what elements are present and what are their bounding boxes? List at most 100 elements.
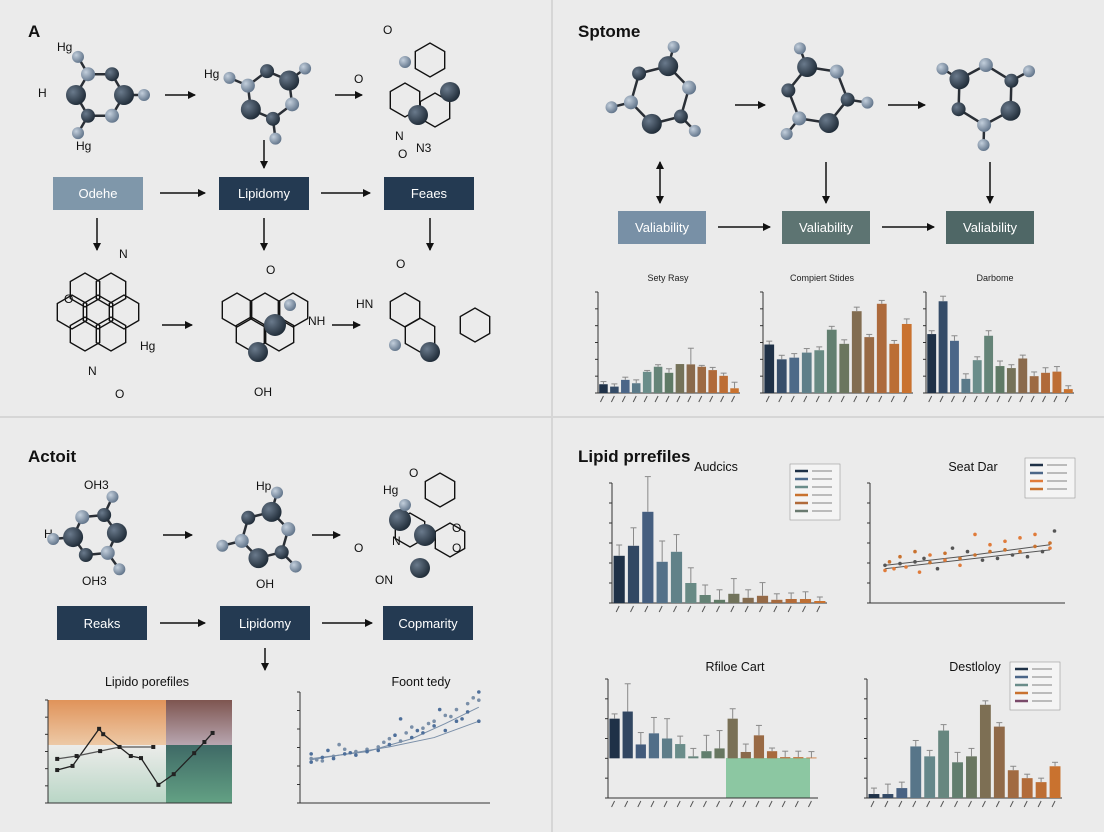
seatdar-point: [935, 566, 940, 571]
destloloy-tick-mark: [926, 800, 931, 808]
seatdar-point: [917, 570, 922, 574]
seatdar-point: [958, 556, 962, 561]
destloloy-bar: [1021, 778, 1033, 798]
atom-light: [389, 339, 401, 351]
atom-dark: [797, 57, 818, 78]
atom-dark: [248, 548, 269, 569]
compiert-tick-mark: [865, 395, 870, 403]
atom-dark: [420, 342, 440, 362]
sety-bar: [599, 384, 608, 393]
chart-title-foont: Foont tedy: [391, 675, 451, 689]
box-feaes-label: Feaes: [411, 186, 448, 201]
atom-light: [138, 89, 150, 101]
sety-tick-mark: [610, 395, 615, 403]
atom-dark: [408, 105, 428, 125]
audcics-tick-mark: [816, 605, 821, 613]
atom-dark: [261, 501, 282, 522]
foont-point: [421, 731, 425, 735]
atom-label: Hg: [383, 483, 398, 497]
seatdar-point: [1033, 532, 1037, 537]
atom-label: H: [44, 527, 53, 541]
darbome-tick-mark: [939, 395, 944, 403]
audcics-bar: [642, 511, 654, 603]
foont-point: [421, 726, 425, 731]
compiert-tick-mark: [853, 395, 858, 403]
atom-dark: [641, 113, 662, 134]
destloloy-bar: [1035, 782, 1047, 798]
sety-bar: [708, 370, 717, 393]
lipido-region-pale: [48, 745, 166, 803]
darbome-tick-mark: [996, 395, 1001, 403]
darbome-bar: [1063, 389, 1073, 393]
lipido-point: [202, 740, 207, 745]
darbome-bar: [1018, 358, 1028, 393]
lipido-point: [139, 756, 144, 761]
lipido-point: [156, 782, 161, 787]
box-odehe: [53, 177, 143, 210]
box-lipidomy-c-label: Lipidomy: [239, 616, 292, 631]
chart-title-seatdar: Seat Dar: [948, 460, 997, 474]
rfiloe-tick-mark: [624, 800, 629, 808]
compiert-bar: [876, 303, 887, 393]
foont-point: [454, 707, 459, 712]
atom-light: [793, 42, 806, 55]
seatdar-point: [913, 560, 917, 564]
audcics-bar: [742, 597, 754, 603]
foont-point: [477, 698, 481, 702]
foont-point: [460, 717, 464, 721]
sety-bar: [686, 364, 696, 393]
compiert-tick-mark: [790, 395, 795, 403]
audcics-bar: [670, 551, 683, 603]
foont-point: [320, 759, 325, 763]
atom-dark: [951, 102, 966, 117]
atom-light: [780, 127, 793, 140]
atom-dark: [106, 522, 127, 543]
destloloy-tick-mark: [898, 800, 903, 808]
seatdar-point: [913, 549, 917, 554]
foont-point: [409, 735, 414, 740]
atom-dark: [78, 548, 93, 563]
audcics-tick-mark: [630, 605, 634, 613]
audcics-tick-mark: [773, 605, 778, 613]
destloloy-tick-mark: [995, 800, 1000, 808]
panel-b-label: Sptome: [578, 22, 640, 41]
atom-label: N: [119, 247, 128, 261]
rfiloe-bar: [806, 757, 817, 759]
audcics-bar: [713, 599, 726, 603]
atom-label: O: [354, 541, 363, 555]
atom-light: [106, 490, 119, 503]
atom-dark: [265, 111, 280, 126]
audcics-tick-mark: [744, 605, 749, 613]
foont-point: [454, 719, 459, 724]
rfiloe-tick-mark: [663, 800, 668, 808]
lipido-point: [210, 730, 215, 735]
rfiloe-bar: [688, 756, 699, 759]
atom-label: N3: [416, 141, 432, 155]
compiert-bar: [901, 323, 912, 393]
rfiloe-bar: [701, 751, 712, 759]
atom-label: O: [115, 387, 124, 401]
sety-tick-mark: [621, 395, 626, 403]
darbome-tick-mark: [1007, 395, 1012, 403]
foont-point: [393, 733, 397, 738]
audcics-tick-mark: [759, 605, 763, 613]
destloloy-bar: [924, 756, 936, 798]
foont-point: [426, 721, 431, 726]
compiert-tick-mark: [815, 395, 820, 403]
atom-light: [269, 132, 282, 145]
atom-label: OH3: [82, 574, 107, 588]
atom-dark: [66, 85, 86, 105]
destloloy-bar: [979, 704, 991, 798]
destloloy-tick-mark: [954, 800, 958, 808]
sety-tick-mark: [709, 395, 714, 403]
skeletal-ring: [414, 42, 446, 78]
panel-a-boxes: Odehe Lipidomy Feaes: [53, 177, 474, 210]
atom-dark: [234, 533, 249, 548]
atom-dark: [977, 117, 992, 132]
atom-dark: [260, 64, 275, 79]
atom-dark: [1000, 100, 1021, 121]
foont-point: [465, 710, 470, 714]
artwork-layer: [45, 40, 1076, 808]
destloloy-tick-mark: [1037, 800, 1042, 808]
